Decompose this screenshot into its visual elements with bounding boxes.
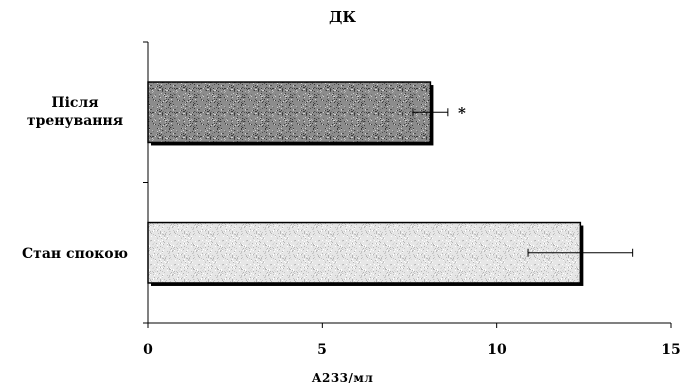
category-label-line: Після (51, 95, 99, 111)
category-label-after-training: Після тренування (0, 94, 150, 130)
category-label-line: Стан спокою (22, 246, 128, 262)
bar (147, 81, 432, 144)
chart-title: ДК (329, 8, 356, 26)
category-label-rest-state: Стан спокою (0, 245, 150, 263)
category-label-line: тренування (26, 113, 124, 129)
x-tick-label: 5 (317, 342, 327, 358)
bars (147, 81, 634, 286)
x-tick-label: 0 (143, 342, 153, 358)
x-tick-label: 10 (487, 342, 507, 358)
x-axis-label: А233/мл (311, 371, 374, 385)
bar (147, 221, 582, 284)
significance-marker: * (458, 104, 466, 122)
x-tick-label: 15 (661, 342, 681, 358)
